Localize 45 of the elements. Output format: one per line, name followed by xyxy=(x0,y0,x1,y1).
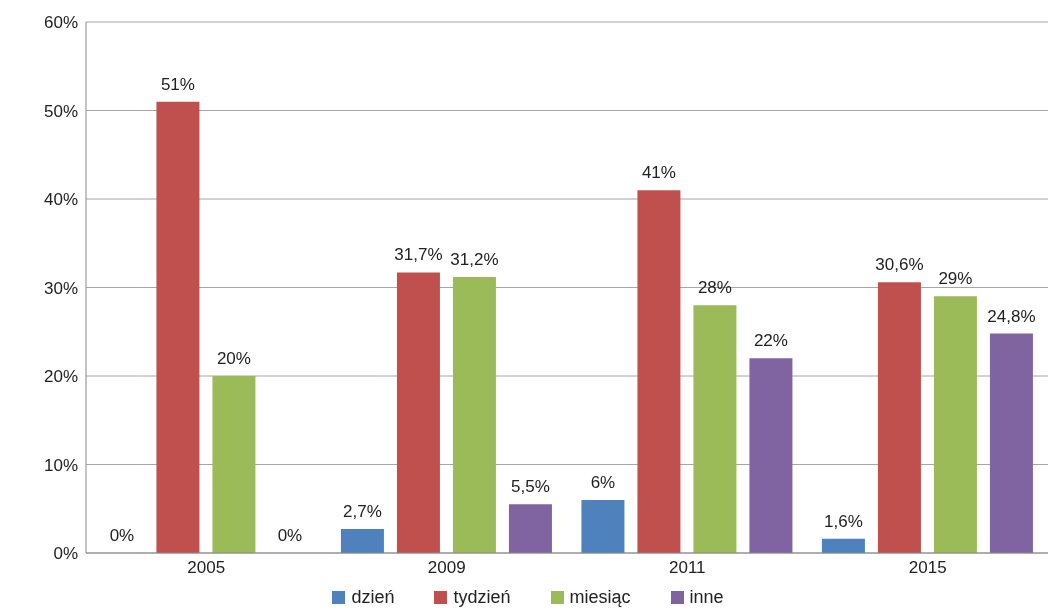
data-label: 5,5% xyxy=(511,477,550,497)
bar xyxy=(452,276,496,553)
x-tick-label: 2009 xyxy=(427,558,466,578)
bar xyxy=(156,101,200,553)
data-label: 30,6% xyxy=(875,255,924,275)
bar xyxy=(933,296,977,553)
bar xyxy=(637,190,681,553)
legend-label: tydzień xyxy=(452,587,511,608)
legend-label: inne xyxy=(688,587,724,608)
data-label: 28% xyxy=(697,278,732,298)
data-label: 0% xyxy=(277,525,303,545)
bar xyxy=(396,272,440,553)
y-tick-label: 10% xyxy=(43,455,78,475)
data-label: 31,7% xyxy=(394,245,443,265)
bar xyxy=(212,376,256,553)
y-tick-label: 20% xyxy=(43,367,78,387)
y-tick-label: 30% xyxy=(43,278,78,298)
data-label: 2,7% xyxy=(343,502,382,522)
data-label: 24,8% xyxy=(987,306,1036,326)
bar xyxy=(877,282,921,553)
bar xyxy=(821,538,865,553)
data-label: 6% xyxy=(590,472,616,492)
y-tick-label: 50% xyxy=(43,101,78,121)
x-tick-label: 2011 xyxy=(668,558,706,578)
data-label: 0% xyxy=(109,525,135,545)
x-tick-label: 2005 xyxy=(187,558,226,578)
data-label: 20% xyxy=(216,349,251,368)
y-tick-label: 0% xyxy=(53,544,78,564)
bar xyxy=(340,529,384,553)
y-tick-label: 40% xyxy=(43,190,78,210)
data-label: 29% xyxy=(938,269,973,289)
y-tick-label: 60% xyxy=(43,13,78,33)
legend-label: miesiąc xyxy=(568,587,631,608)
bar xyxy=(693,305,737,553)
data-label: 1,6% xyxy=(824,511,863,531)
bar xyxy=(989,333,1033,553)
data-label: 31,2% xyxy=(450,249,499,269)
bar xyxy=(581,499,625,553)
data-label: 51% xyxy=(160,74,195,94)
bar xyxy=(508,504,552,553)
bar xyxy=(749,358,793,553)
data-label: 22% xyxy=(753,331,788,351)
legend-label: dzień xyxy=(350,587,395,608)
x-tick-label: 2015 xyxy=(908,558,947,578)
data-label: 41% xyxy=(641,163,676,183)
